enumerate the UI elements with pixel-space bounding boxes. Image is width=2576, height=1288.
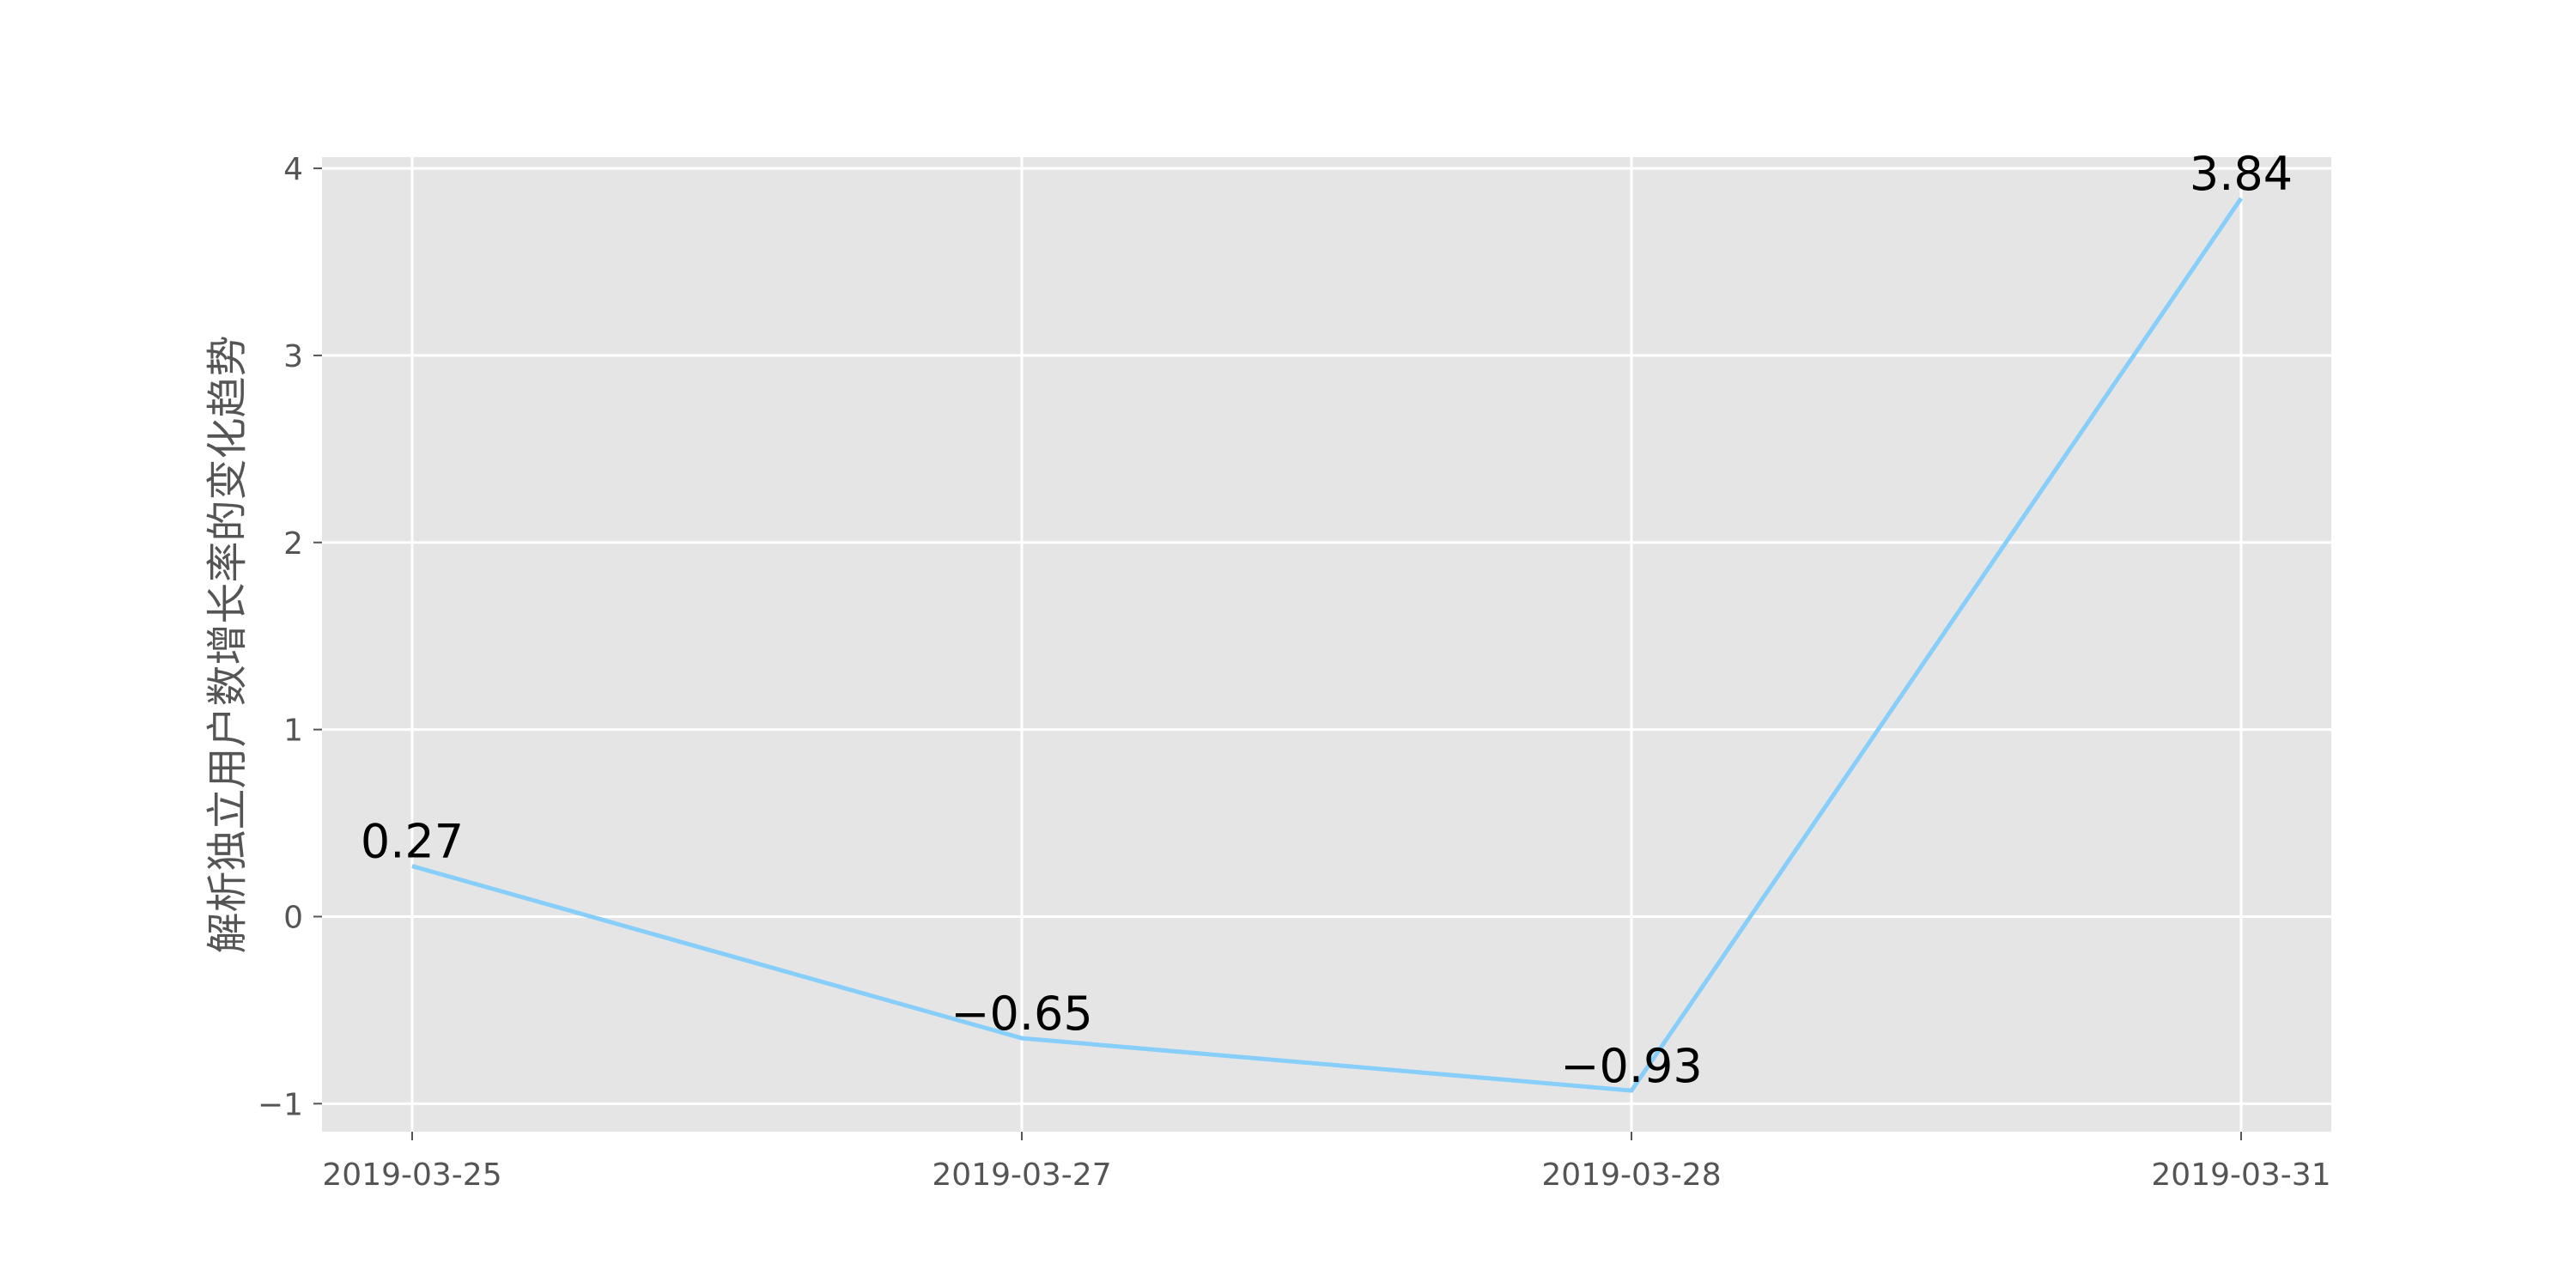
y-tick-label: 2 bbox=[283, 526, 303, 562]
y-tick-label: 4 bbox=[283, 152, 303, 187]
axis-ticks: −1 0 1 2 3 4 2019-03-25 2019-03-27 2019-03-28 201… bbox=[258, 152, 2331, 1193]
x-tick-label: 2019-03-31 bbox=[2151, 1157, 2330, 1193]
data-label: 0.27 bbox=[361, 815, 464, 869]
plot-area bbox=[322, 157, 2331, 1132]
grid-lines bbox=[322, 157, 2331, 1132]
series-line bbox=[411, 197, 2244, 1093]
data-labels: 0.27 −0.65 −0.93 3.84 bbox=[361, 147, 2293, 1093]
data-label: −0.65 bbox=[951, 987, 1092, 1041]
x-tick-label: 2019-03-25 bbox=[322, 1157, 501, 1193]
y-tick-label: 1 bbox=[283, 714, 303, 749]
series-layer bbox=[411, 197, 2244, 1093]
y-tick-label: 0 bbox=[283, 900, 303, 935]
data-label: −0.93 bbox=[1560, 1039, 1702, 1093]
y-tick-label: 3 bbox=[283, 339, 303, 374]
x-tick-label: 2019-03-28 bbox=[1541, 1157, 1721, 1193]
x-tick-label: 2019-03-27 bbox=[932, 1157, 1111, 1193]
data-label: 3.84 bbox=[2190, 147, 2293, 201]
y-axis-title: 解析独立用户数增长率的变化趋势 bbox=[204, 335, 252, 953]
y-tick-label: −1 bbox=[258, 1087, 303, 1122]
